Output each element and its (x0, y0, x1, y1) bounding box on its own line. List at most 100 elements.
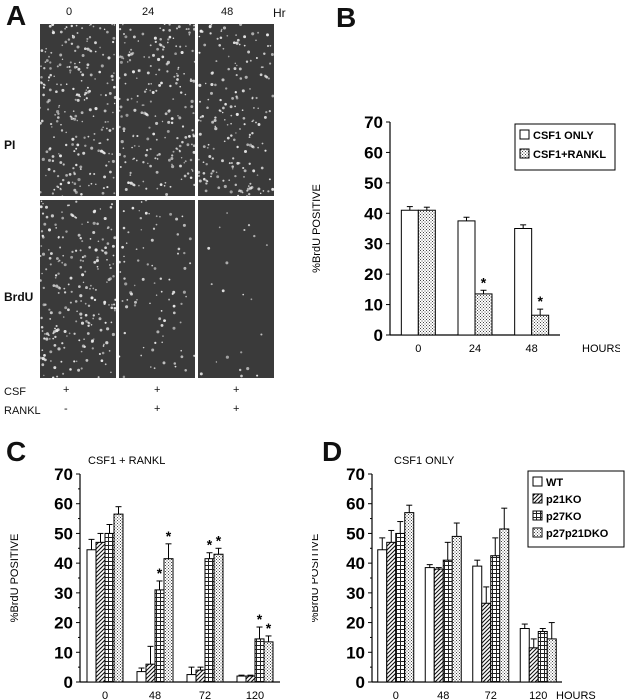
cell-dot (94, 248, 98, 252)
cell-dot (40, 356, 42, 360)
cell-dot (103, 28, 106, 31)
cell-dot (97, 240, 100, 243)
cell-dot (132, 135, 135, 138)
cell-dot (81, 256, 84, 259)
cell-dot (171, 154, 174, 157)
cell-dot (131, 146, 133, 149)
cell-dot (210, 24, 213, 26)
cell-dot (62, 163, 65, 166)
cell-dot (54, 223, 57, 227)
cell-dot (268, 178, 271, 181)
cell-dot (246, 195, 248, 196)
cell-dot (180, 178, 183, 181)
cell-dot (103, 175, 107, 179)
cell-dot (269, 44, 272, 47)
cell-dot (40, 255, 42, 257)
cell-dot (191, 129, 194, 132)
cell-dot (143, 56, 145, 58)
cell-dot (191, 143, 193, 146)
cell-dot (56, 110, 60, 114)
cell-dot (45, 337, 49, 341)
cell-dot (192, 112, 195, 115)
cell-dot (140, 111, 144, 115)
bar-p21ko (433, 568, 444, 683)
cell-dot (165, 193, 169, 196)
cell-dot (129, 171, 132, 174)
cell-dot (193, 27, 195, 31)
cell-dot (103, 343, 105, 346)
cell-dot (235, 34, 237, 36)
cell-dot (76, 45, 80, 49)
bar-p21ko (528, 647, 539, 683)
y-tick-label: 0 (356, 673, 365, 692)
cell-dot (47, 228, 52, 232)
cell-dot (137, 40, 140, 42)
cell-dot (68, 332, 71, 335)
cell-dot (265, 110, 268, 114)
cell-dot (133, 157, 136, 160)
cell-dot (80, 111, 84, 115)
y-tick-label: 10 (346, 643, 365, 662)
cell-dot (208, 155, 212, 158)
cell-dot (150, 83, 152, 85)
cell-dot (214, 127, 218, 131)
cell-dot (140, 228, 143, 231)
cell-dot (247, 185, 250, 187)
cell-dot (92, 317, 95, 320)
y-tick-label: 40 (54, 554, 73, 573)
cell-dot (119, 125, 121, 129)
cell-dot (126, 61, 129, 63)
cell-dot (45, 215, 49, 219)
cell-dot (218, 44, 221, 47)
cell-dot (112, 176, 115, 179)
cell-dot (54, 274, 58, 277)
cell-dot (151, 91, 155, 94)
cell-dot (215, 361, 218, 363)
cell-dot (228, 179, 231, 182)
cell-dot (235, 95, 238, 98)
y-tick-label: 10 (364, 296, 383, 315)
cell-dot (74, 249, 78, 252)
cell-dot (88, 246, 91, 249)
cell-dot (48, 256, 52, 260)
cell-dot (253, 234, 256, 238)
cell-dot (45, 174, 47, 177)
cell-dot (47, 249, 50, 251)
cell-dot (112, 127, 115, 130)
cell-dot (40, 81, 43, 84)
cell-dot (180, 355, 184, 359)
y-tick-label: 40 (346, 554, 365, 573)
cell-dot (171, 165, 175, 169)
cell-dot (79, 259, 82, 262)
cell-dot (83, 99, 86, 101)
cell-dot (74, 190, 78, 194)
y-tick-label: 60 (364, 143, 383, 162)
cell-dot (53, 366, 57, 370)
cell-dot (222, 26, 227, 30)
x-tick-label: 72 (485, 690, 497, 699)
cell-dot (234, 62, 237, 65)
cell-dot (55, 257, 59, 260)
cell-dot (239, 128, 241, 130)
cell-dot (40, 230, 44, 233)
x-tick-label: 72 (199, 690, 211, 699)
cell-dot (101, 191, 105, 195)
cell-dot (206, 146, 209, 149)
cell-dot (53, 136, 55, 139)
cell-dot (61, 195, 64, 196)
cell-dot (193, 183, 195, 187)
cell-dot (99, 328, 103, 332)
cell-dot (103, 300, 107, 304)
cell-dot (93, 172, 96, 176)
cell-dot (246, 187, 250, 191)
cell-dot (104, 121, 107, 123)
cell-dot (114, 298, 116, 301)
cell-dot (259, 192, 262, 195)
cell-dot (149, 64, 152, 68)
cell-dot (179, 45, 182, 48)
cell-dot (264, 149, 267, 152)
condition-label-rankl: RANKL (4, 405, 41, 417)
cell-dot (76, 143, 80, 147)
cell-dot (104, 246, 107, 250)
cell-dot (177, 247, 181, 251)
